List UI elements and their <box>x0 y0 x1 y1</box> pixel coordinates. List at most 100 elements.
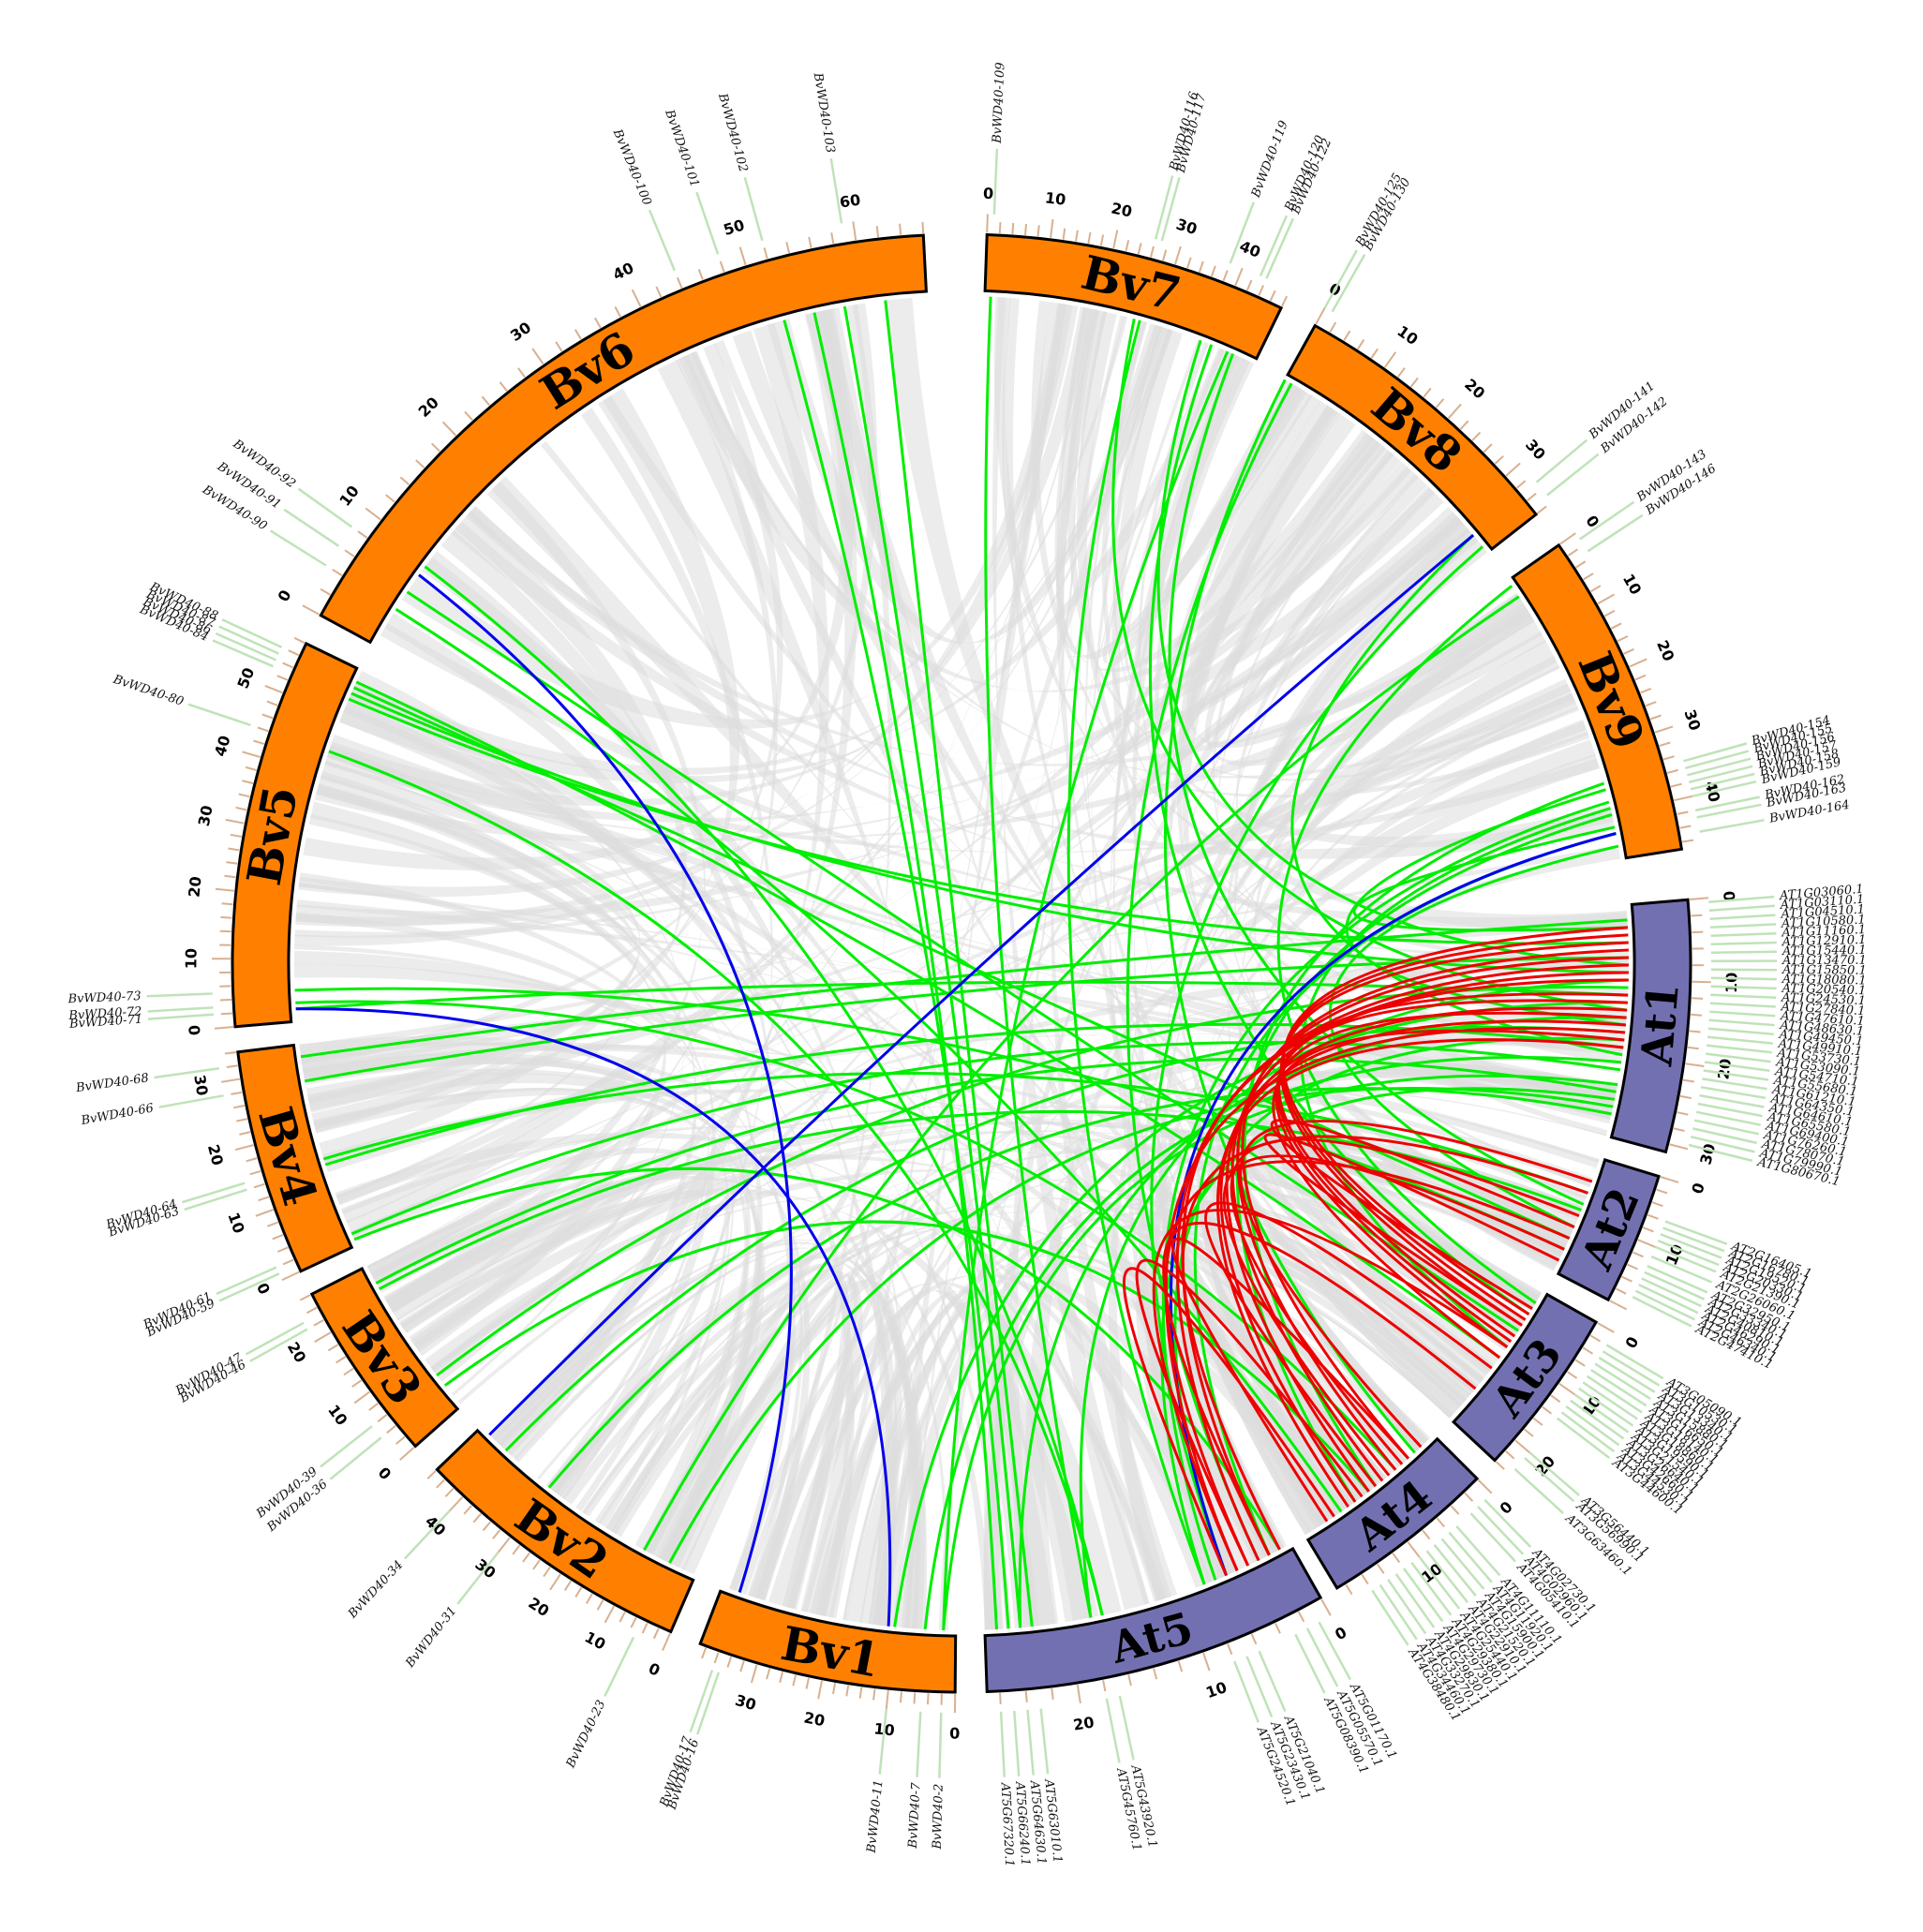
tick-mark <box>353 1390 370 1404</box>
tick-mark <box>306 1306 318 1315</box>
chromosome-bv9 <box>1511 542 1684 860</box>
gene-label: AT1G24530.1 <box>1781 990 1866 1008</box>
tick-mark <box>1669 1143 1689 1151</box>
tick-mark <box>619 1611 626 1623</box>
tick-mark <box>1629 658 1647 668</box>
tick-mark <box>1656 1188 1668 1195</box>
tick-mark <box>1589 1334 1602 1343</box>
tick-mark <box>1634 674 1647 681</box>
tick-mark <box>1609 1300 1628 1311</box>
tick-mark <box>763 247 768 260</box>
chromosome-ring: Bv1Bv2Bv3Bv4Bv5Bv6Bv7Bv8Bv9At1At2At3At4A… <box>231 232 1692 1694</box>
gene-leader <box>1662 1226 1725 1253</box>
tick-mark <box>1269 290 1276 302</box>
gene-leader <box>1707 1027 1774 1036</box>
tick-mark <box>1464 1492 1474 1502</box>
tick-mark <box>594 317 602 329</box>
tick-mark <box>1459 420 1469 430</box>
gene-leader <box>1587 513 1644 553</box>
gene-leader <box>1105 1698 1121 1763</box>
tick-mark <box>792 1674 797 1687</box>
gene-leader <box>1685 750 1750 770</box>
tick-mark <box>288 649 300 657</box>
gene-leader <box>1590 1369 1647 1407</box>
tick-mark <box>1682 1078 1694 1083</box>
tick-mark <box>652 1627 660 1640</box>
tick-mark <box>1112 230 1119 249</box>
tick-mark <box>830 232 835 245</box>
gene-leader <box>456 1552 499 1605</box>
gene-leader <box>1578 500 1635 541</box>
tick-mark <box>365 507 381 521</box>
tick-mark <box>531 348 544 364</box>
collinearity-link <box>1148 344 1530 1315</box>
tick-mark <box>875 226 880 238</box>
tick-mark <box>235 1118 248 1122</box>
collinearity-link <box>350 1041 1621 1236</box>
gene-leader <box>1425 1550 1468 1603</box>
tick-label: 20 <box>204 1142 227 1167</box>
tick-mark <box>272 1234 284 1241</box>
gene-leader <box>158 1094 224 1108</box>
tick-mark <box>832 1683 837 1695</box>
gene-leader <box>1410 1562 1453 1616</box>
tick-mark <box>549 1573 561 1591</box>
tick-mark <box>1198 260 1204 273</box>
synteny-ribbon <box>1070 311 1429 1451</box>
tick-mark <box>214 1026 234 1030</box>
tick-mark <box>481 395 491 407</box>
gene-leader <box>1632 1296 1692 1328</box>
tick-mark <box>1677 810 1689 815</box>
tick-mark <box>249 1169 261 1176</box>
tick-label: 10 <box>1203 1678 1229 1702</box>
tick-mark <box>1407 1541 1421 1558</box>
gene-leader <box>1233 1660 1260 1723</box>
tick-mark <box>1087 231 1092 244</box>
tick-mark <box>1471 431 1482 441</box>
collinearity-link <box>304 956 1630 1083</box>
tick-mark <box>335 1356 347 1364</box>
gene-leader <box>829 158 843 224</box>
collinearity-link <box>1204 1201 1493 1488</box>
synteny-ribbon <box>1051 315 1178 1601</box>
gene-label: BvWD40-66 <box>80 1101 156 1128</box>
tick-mark <box>517 367 526 379</box>
gene-leader <box>1710 993 1777 999</box>
gene-label: AT1G15440.1 <box>1781 944 1867 959</box>
tick-label: 30 <box>190 1074 211 1097</box>
tick-mark <box>1099 234 1105 246</box>
tick-mark <box>1435 398 1445 409</box>
gene-leader <box>320 1425 373 1468</box>
tick-label: 20 <box>1461 375 1488 402</box>
tick-label: 10 <box>224 1211 247 1236</box>
gene-label: BvWD40-7 <box>906 1782 924 1850</box>
gene-leader <box>1708 1018 1775 1027</box>
synteny-ribbon <box>1204 445 1546 766</box>
chromosome-bv6 <box>319 233 928 645</box>
tick-mark <box>482 1521 492 1532</box>
tick-mark <box>766 1668 771 1680</box>
gene-label: AT1G15850.1 <box>1781 963 1867 978</box>
collinearity-link <box>375 1057 1617 1285</box>
tick-mark <box>779 1672 784 1684</box>
tick-mark <box>436 1479 445 1489</box>
synteny-ribbon <box>814 1255 1372 1617</box>
tick-mark <box>1559 532 1576 545</box>
collinearity-link <box>1219 1019 1627 1503</box>
gene-leader <box>1688 765 1753 784</box>
tick-label: 0 <box>1332 1623 1349 1643</box>
gene-leader <box>1258 1650 1287 1712</box>
tick-label: 10 <box>1722 972 1741 993</box>
tick-mark <box>215 887 234 892</box>
tick-mark <box>282 661 294 669</box>
gene-leader <box>1708 895 1775 904</box>
synteny-ribbon <box>320 764 1614 1119</box>
tick-label: 0 <box>1688 1181 1707 1196</box>
collinearity-link <box>1181 1135 1588 1551</box>
collinearity-link <box>1328 844 1619 1228</box>
tick-mark <box>1597 1322 1615 1333</box>
gene-label: AT1G10580.1 <box>1781 913 1866 930</box>
tick-mark <box>1011 222 1015 234</box>
gene-leader <box>1705 1052 1771 1063</box>
tick-mark <box>1689 897 1709 900</box>
